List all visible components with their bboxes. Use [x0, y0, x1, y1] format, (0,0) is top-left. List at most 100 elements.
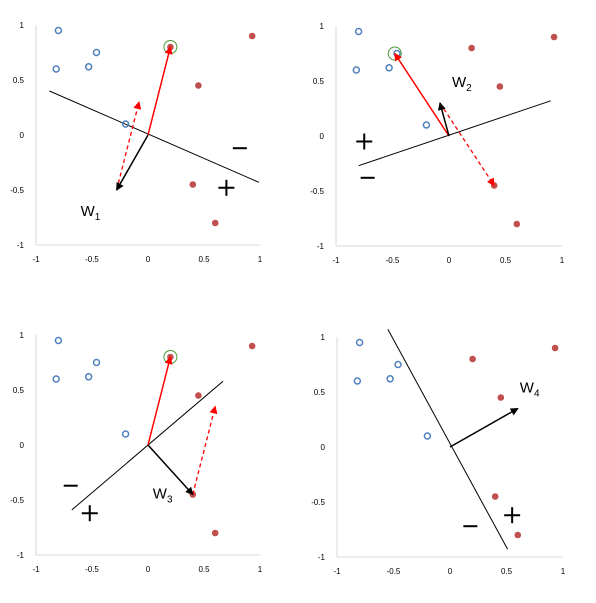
y-tick-label: 0.5	[13, 76, 25, 85]
negative-point	[352, 66, 361, 74]
negative-point	[54, 336, 63, 345]
positive-point	[513, 220, 521, 228]
panel-3: -1 -0.5 0 0.5 1 1 0.5 0 -0.5 -1 W3	[10, 331, 263, 574]
weight-vector	[147, 444, 194, 496]
weight-label-subscript: 4	[534, 389, 540, 400]
y-tick-label: 0	[321, 443, 326, 452]
x-tick-label: 1	[561, 567, 566, 576]
x-tick-label: 0	[447, 256, 452, 265]
negative-point	[52, 65, 60, 73]
weight-label-subscript: 2	[466, 83, 472, 94]
panel-4: -1 -0.5 0 0.5 1 1 0.5 0 -0.5 -1 W4	[311, 329, 566, 576]
panel-1: -1 -0.5 0 0.5 110.50-0.5-1W1	[10, 21, 263, 264]
x-tick-label: 0.5	[500, 256, 512, 265]
positive-point	[497, 394, 505, 401]
weight-label-subscript: 1	[95, 212, 101, 223]
decision-boundary	[49, 90, 260, 183]
y-tick-label: 0	[320, 132, 325, 141]
negative-point	[422, 121, 431, 129]
x-tick-label: 1	[560, 256, 565, 265]
decision-boundary	[358, 100, 551, 167]
y-tick-label: 0	[20, 441, 25, 450]
x-tick-label: -1	[332, 256, 340, 265]
weight-label-letter: W	[452, 74, 467, 91]
x-tick-label: 0.5	[501, 567, 513, 576]
y-tick-label: 1	[321, 333, 326, 342]
panels-layer: -1 -0.5 0 0.5 110.50-0.5-1W1-1 -0.5 0 0.5 110.50…	[10, 21, 566, 576]
x-tick-label: 0	[448, 567, 453, 576]
negative-point	[385, 64, 393, 72]
x-tick-label: -1	[333, 567, 341, 576]
sum-dashed-arrow	[439, 102, 495, 187]
negative-point	[423, 432, 432, 440]
y-tick-label: 0.5	[13, 386, 25, 395]
negative-point	[92, 48, 101, 57]
x-tick-label: 1	[258, 565, 263, 574]
x-tick-label: 0	[146, 565, 151, 574]
weight-label: W2	[452, 74, 472, 94]
negative-point	[121, 120, 130, 128]
negative-point	[84, 373, 93, 381]
sum-dashed-arrow	[116, 101, 142, 191]
x-tick-label: -1	[32, 255, 40, 264]
update-arrow	[147, 356, 173, 446]
weight-label: W1	[81, 203, 101, 223]
weight-vector	[449, 407, 519, 448]
y-tick-label: -0.5	[10, 186, 24, 195]
positive-point	[491, 493, 499, 500]
x-tick-label: 1	[258, 255, 263, 264]
y-tick-label: -0.5	[10, 496, 24, 505]
negative-point	[84, 63, 93, 71]
decision-boundary	[71, 380, 224, 511]
positive-point	[195, 82, 202, 89]
y-tick-label: -0.5	[310, 187, 324, 196]
positive-point	[195, 392, 202, 399]
negative-point	[386, 375, 394, 383]
positive-point	[248, 32, 256, 40]
y-tick-label: 0.5	[314, 388, 326, 397]
x-tick-label: -1	[32, 565, 40, 574]
x-tick-label: 0	[146, 255, 151, 264]
negative-point	[354, 27, 363, 36]
negative-point	[355, 338, 364, 347]
negative-point	[121, 430, 130, 438]
x-tick-label: -0.5	[85, 255, 99, 264]
y-tick-label: -1	[17, 241, 25, 250]
panel-2: -1 -0.5 0 0.5 1 1 0.5 0 -0.5 -1 W2	[310, 22, 565, 265]
y-tick-label: 1	[20, 331, 25, 340]
sum-dashed-arrow	[192, 405, 218, 495]
weight-label-letter: W	[81, 203, 96, 220]
positive-point	[211, 529, 219, 537]
positive-point	[248, 342, 256, 350]
y-tick-label: -0.5	[311, 498, 325, 507]
y-tick-label: 0.5	[313, 77, 325, 86]
y-tick-label: 1	[20, 21, 25, 30]
positive-point	[189, 181, 197, 188]
x-tick-label: 0.5	[198, 565, 210, 574]
negative-point	[54, 26, 63, 35]
x-tick-label: -0.5	[85, 565, 99, 574]
negative-point	[353, 377, 362, 385]
y-tick-label: -1	[317, 242, 325, 251]
x-tick-label: 0.5	[198, 255, 210, 264]
y-tick-label: -1	[17, 551, 25, 560]
negative-point	[92, 358, 101, 367]
weight-label: W4	[520, 380, 540, 400]
positive-point	[514, 531, 522, 539]
decision-boundary	[387, 329, 509, 550]
weight-vector	[115, 134, 149, 191]
y-tick-label: 0	[20, 131, 25, 140]
positive-point	[469, 355, 476, 363]
negative-point	[52, 375, 60, 383]
update-arrow	[394, 52, 450, 137]
weight-label-letter: W	[153, 486, 168, 503]
positive-point	[550, 33, 558, 41]
positive-point	[211, 219, 219, 227]
update-arrow	[147, 46, 173, 136]
weight-vector	[437, 102, 450, 137]
weight-label-letter: W	[520, 380, 535, 397]
negative-point	[394, 360, 402, 369]
positive-point	[551, 344, 559, 352]
y-tick-label: -1	[318, 553, 326, 562]
